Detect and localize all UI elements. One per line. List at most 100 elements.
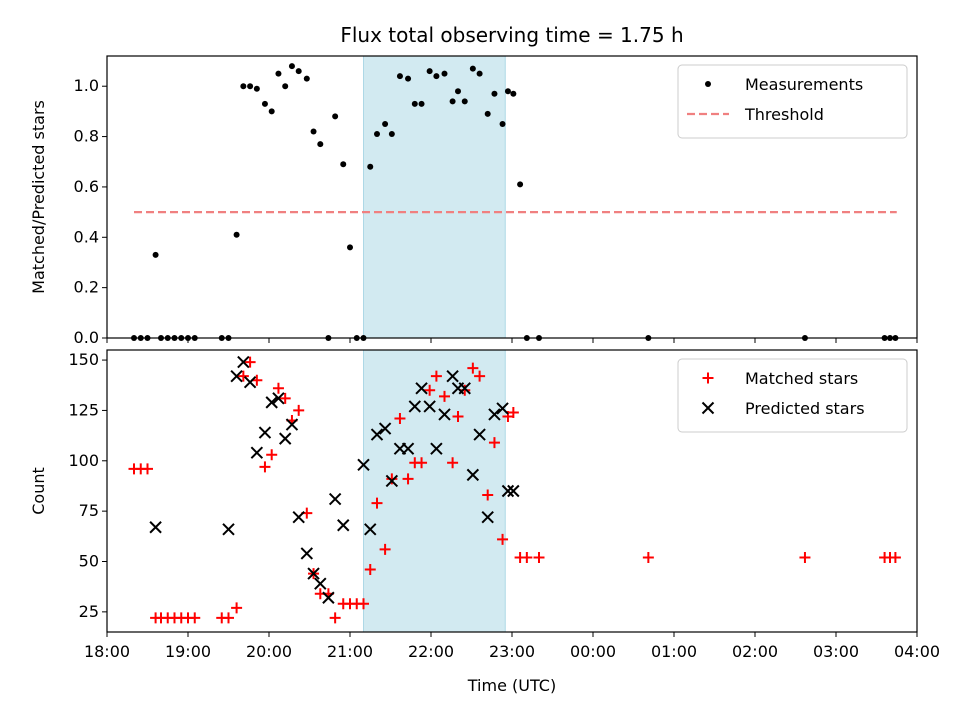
predicted-star-point <box>314 577 327 590</box>
predicted-star-point <box>415 382 428 395</box>
matched-star-point <box>439 390 450 402</box>
matched-star-point <box>642 551 654 563</box>
measurement-point <box>499 120 506 127</box>
measurement-point <box>268 108 275 115</box>
matched-star-point <box>293 404 305 416</box>
measurement-point <box>247 83 254 90</box>
matched-star-point <box>259 461 271 473</box>
predicted-star-point <box>258 426 272 439</box>
legend-measurements-swatch <box>705 81 711 87</box>
measurement-point <box>433 73 440 80</box>
measurement-point <box>449 98 456 105</box>
predicted-star-point <box>222 523 235 536</box>
y-tick-label: 100 <box>68 451 99 470</box>
matched-star-point <box>467 362 479 374</box>
predicted-star-point <box>307 567 320 580</box>
predicted-star-point <box>408 400 422 413</box>
legend: Matched stars Predicted stars <box>677 358 908 433</box>
matched-star-point <box>889 551 901 563</box>
y-tick-label: 50 <box>79 552 99 571</box>
observing-window-band <box>363 55 506 339</box>
matched-star-point <box>237 370 249 382</box>
matched-star-point <box>189 612 201 624</box>
predicted-star-point <box>322 591 335 604</box>
matched-star-point <box>424 384 436 396</box>
x-tick-label: 22:00 <box>408 642 454 661</box>
bottom-panel-counts: 25 50 75 100 125 150 18:00 19:00 20:00 21:00 22:00… <box>29 349 940 695</box>
measurement-point <box>405 75 412 82</box>
y-tick-label: 0.0 <box>74 328 99 347</box>
measurement-point <box>347 244 353 251</box>
matched-star-point <box>430 370 442 382</box>
matched-star-point <box>371 497 383 509</box>
matched-star-point <box>244 356 256 368</box>
x-tick-label: 01:00 <box>651 642 697 661</box>
measurement-point <box>418 100 425 107</box>
measurement-point <box>374 131 380 138</box>
predicted-star-point <box>364 523 377 536</box>
chart-title: Flux total observing time = 1.75 h <box>340 23 683 47</box>
matched-star-point <box>279 392 291 404</box>
predicted-star-point <box>237 355 250 369</box>
measurement-point <box>455 88 461 95</box>
measurement-point <box>253 85 260 92</box>
predicted-star-point <box>278 432 292 445</box>
legend-box <box>677 358 908 433</box>
matched-star-point <box>266 449 278 461</box>
measurement-point <box>469 65 476 72</box>
matched-star-point <box>142 463 153 475</box>
measurement-point <box>310 128 317 135</box>
x-tick-label: 20:00 <box>246 642 292 661</box>
y-tick-label: 0.6 <box>74 177 99 196</box>
measurement-point <box>461 98 468 105</box>
matched-star-point <box>488 437 500 449</box>
matched-star-point <box>379 543 391 555</box>
legend: Measurements Threshold <box>677 64 908 139</box>
predicted-star-point <box>370 428 384 441</box>
y-axis-label: Count <box>29 467 48 515</box>
matched-star-point <box>507 406 519 418</box>
x-tick-label: 00:00 <box>570 642 616 661</box>
measurement-point <box>367 163 374 170</box>
x-tick-label: 03:00 <box>813 642 859 661</box>
measurement-point <box>441 70 448 77</box>
predicted-star-point <box>272 392 285 405</box>
measurement-point <box>340 161 347 168</box>
axes-frame <box>106 349 918 633</box>
matched-star-point <box>402 473 414 485</box>
matched-star-point <box>231 602 243 614</box>
measurement-point <box>484 110 491 117</box>
predicted-star-point <box>149 521 162 534</box>
legend-matched-swatch <box>702 372 714 384</box>
matched-star-point <box>329 612 341 624</box>
predicted-star-point <box>423 400 436 413</box>
measurement-point <box>152 251 159 258</box>
measurement-point <box>282 83 289 90</box>
predicted-star-point <box>243 376 257 389</box>
axes-frame <box>106 55 918 339</box>
measurement-point <box>317 141 324 148</box>
y-tick-label: 25 <box>79 602 99 621</box>
legend-label: Threshold <box>744 105 824 124</box>
x-tick-label: 21:00 <box>327 642 373 661</box>
predicted-star-point <box>230 369 243 383</box>
predicted-star-point <box>501 484 515 498</box>
x-tick-label: 02:00 <box>732 642 778 661</box>
series-predicted-stars <box>149 355 520 604</box>
measurement-point <box>295 68 302 75</box>
predicted-star-point <box>265 396 278 409</box>
matched-star-point <box>358 598 369 610</box>
matched-star-point <box>416 457 428 469</box>
y-tick-label: 75 <box>79 501 99 520</box>
measurement-point <box>396 73 403 80</box>
predicted-star-point <box>496 402 509 415</box>
observing-window-band <box>363 349 506 633</box>
predicted-star-point <box>357 458 370 472</box>
x-tick-label: 04:00 <box>894 642 940 661</box>
measurement-point <box>303 75 310 82</box>
matched-star-point <box>474 370 486 382</box>
legend-label: Measurements <box>745 75 863 94</box>
measurement-point <box>476 70 483 77</box>
x-axis-label: Time (UTC) <box>467 676 556 695</box>
